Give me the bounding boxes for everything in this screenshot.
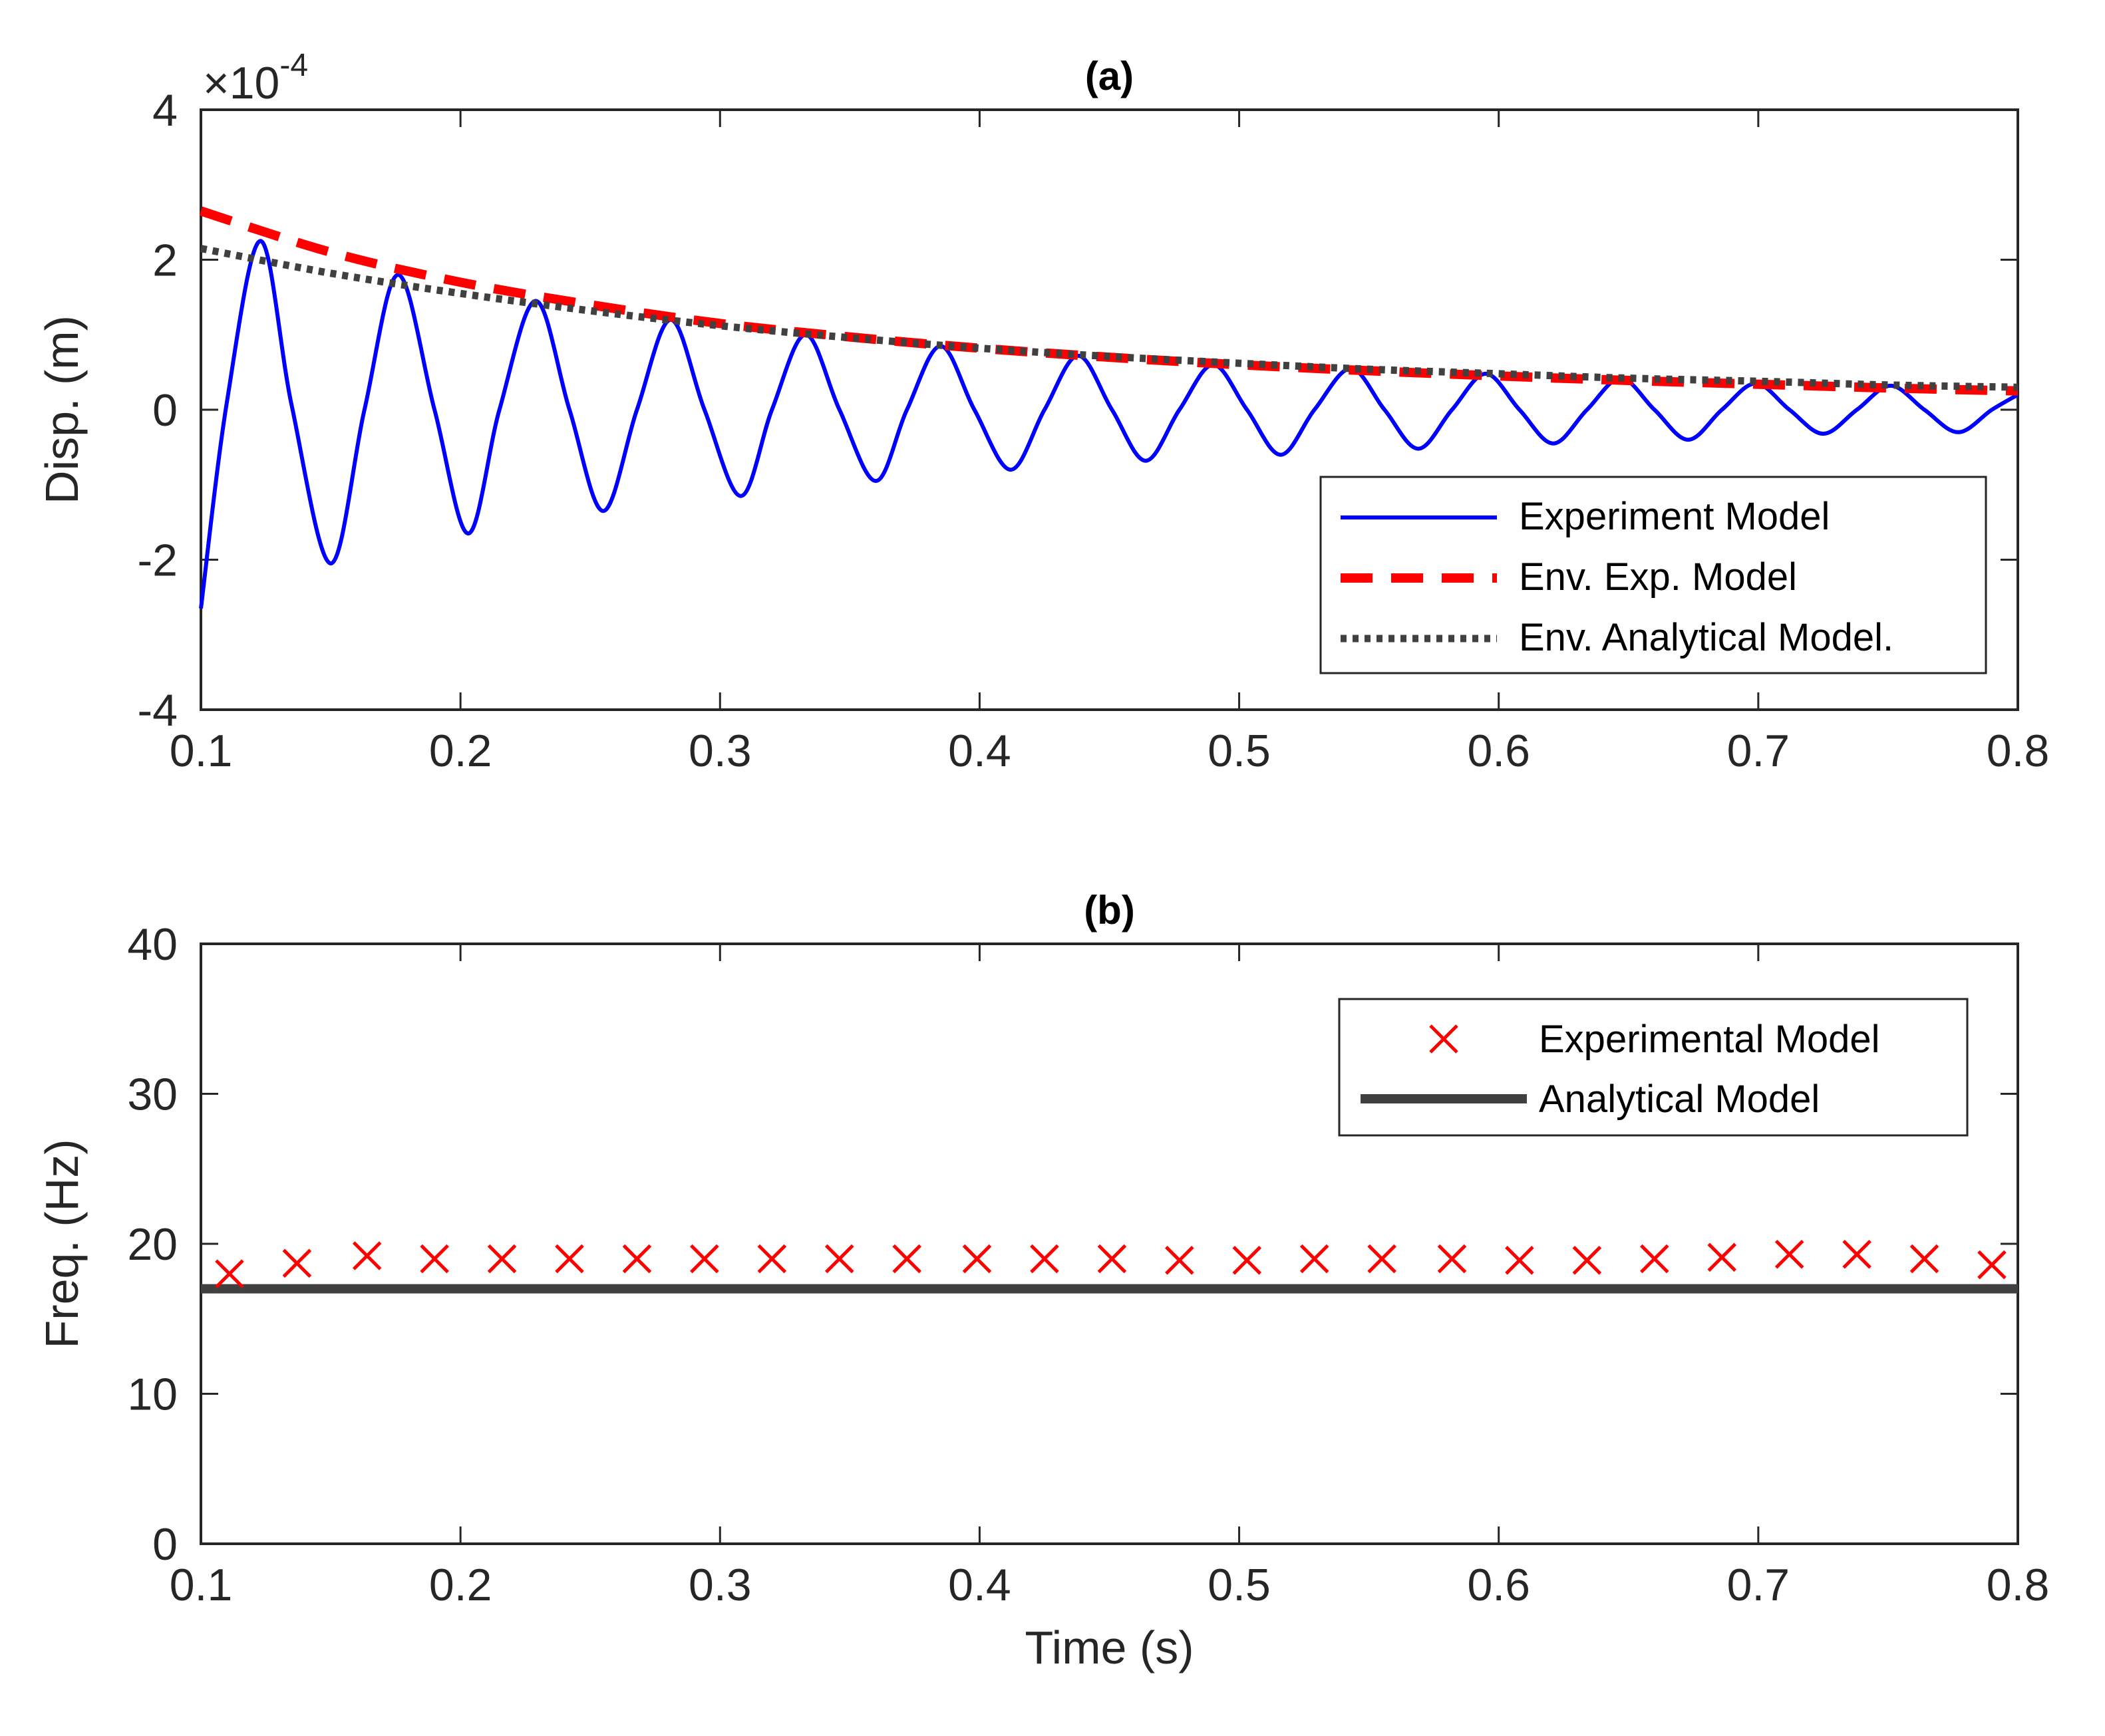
x-tick-label: 0.2 [429,1560,492,1610]
scatter-point-experimental-model [555,1244,584,1274]
scatter-point-experimental-model [1299,1244,1329,1274]
legend-label-env-analytical-model: Env. Analytical Model. [1519,616,1893,659]
panel-b-legend: Experimental Model Analytical Model [1338,998,1969,1137]
x-tick-label: 0.5 [1208,1560,1271,1610]
y-tick-label: 30 [127,1070,178,1120]
y-tick-label: 40 [127,919,178,970]
scatter-point-experimental-model [352,1241,382,1270]
panel-b-x-axis-label: Time (s) [1025,1622,1194,1673]
scatter-point-experimental-model [1977,1250,2007,1280]
series-line-experiment-model [199,239,2019,609]
series-line-env-exp-model [199,206,2019,396]
legend-box [1338,998,1969,1137]
x-tick-label: 0.4 [948,726,1011,776]
scatter-point-experimental-model [824,1244,854,1274]
scatter-point-experimental-model [1030,1244,1059,1274]
scatter-point-experimental-model [962,1244,992,1274]
y-tick-label: 20 [127,1219,178,1270]
x-tick-label: 0.1 [170,1560,233,1610]
panel-a-series [199,206,2019,609]
y-tick-label: 10 [127,1370,178,1420]
x-tick-label: 0.7 [1727,726,1790,776]
scatter-point-experimental-model [215,1259,244,1288]
y-tick-label: 4 [152,85,178,136]
x-tick-label: 0.1 [170,726,233,776]
multiplier-base: 10 [230,58,280,108]
scatter-point-experimental-model [1097,1244,1127,1274]
y-tick-label: 2 [152,235,178,286]
scatter-point-experimental-model [1640,1244,1669,1274]
scatter-point-experimental-model [1437,1244,1467,1274]
x-tick-label: 0.6 [1467,1560,1530,1610]
y-tick-label: 0 [152,385,178,436]
panel-b: (b) Freq. (Hz) Time (s) 0.1 0.2 0.3 0.4 0.5 0… [36,888,2049,1673]
scatter-point-experimental-model [1774,1240,1804,1269]
legend-label-analytical-model: Analytical Model [1539,1078,1820,1121]
scatter-point-experimental-model [1707,1242,1737,1272]
legend-label-experimental-model: Experimental Model [1539,1018,1880,1061]
scatter-point-experimental-model [1842,1240,1871,1269]
legend-box [1319,476,1987,674]
scatter-point-experimental-model [282,1248,312,1278]
y-tick-label: -4 [138,685,178,736]
scatter-point-experimental-model [1909,1244,1939,1274]
x-tick-label: 0.7 [1727,1560,1790,1610]
y-tick-label: -2 [138,535,178,586]
panel-b-series [201,1240,2018,1294]
legend-swatch-experimental-model [1429,1024,1458,1054]
panel-b-y-axis-label: Freq. (Hz) [36,1139,88,1349]
scatter-point-experimental-model [892,1244,921,1274]
x-tick-label: 0.5 [1208,726,1271,776]
legend-marker-x [1429,1024,1458,1054]
legend-label-experiment-model: Experiment Model [1519,495,1830,538]
panel-b-ticks: 0.1 0.2 0.3 0.4 0.5 0.6 0.7 0.8 0 10 20 30 40 [127,919,2049,1610]
scatter-point-experimental-model [1572,1246,1602,1275]
y-tick-label: 0 [152,1519,178,1570]
x-tick-label: 0.8 [1987,1560,2050,1610]
series-line-env-analytical-model [200,245,2019,391]
x-tick-label: 0.3 [689,726,752,776]
panel-a-title: (a) [1085,54,1134,98]
panel-a-legend: Experiment Model Env. Exp. Model Env. An… [1319,476,1987,674]
x-tick-label: 0.8 [1987,726,2050,776]
scatter-point-experimental-model [1232,1246,1262,1275]
scatter-point-experimental-model [1165,1246,1194,1275]
scatter-point-experimental-model [622,1244,652,1274]
scatter-point-experimental-model [690,1244,719,1274]
x-tick-label: 0.2 [429,726,492,776]
scatter-point-experimental-model [1367,1244,1396,1274]
multiplier-exponent: -4 [279,48,308,83]
x-tick-label: 0.4 [948,1560,1011,1610]
panel-a-ticks: 0.1 0.2 0.3 0.4 0.5 0.6 0.7 0.8 -4 -2 0 2 4 [138,85,2050,776]
scatter-point-experimental-model [1505,1246,1534,1275]
x-tick-label: 0.6 [1467,726,1530,776]
panel-a: (a) Disp. (m) ×10-4 0.1 0.2 0.3 0.4 0.5 0.6 0.… [36,48,2049,776]
legend-label-env-exp-model: Env. Exp. Model [1519,555,1797,599]
scatter-point-experimental-model [487,1244,517,1274]
scatter-point-experimental-model [757,1244,787,1274]
multiplier-prefix: × [203,58,230,108]
x-tick-label: 0.3 [689,1560,752,1610]
scatter-point-experimental-model [420,1244,449,1274]
panel-a-y-multiplier: ×10-4 [203,48,308,108]
panel-b-title: (b) [1084,888,1135,933]
panel-a-y-axis-label: Disp. (m) [36,315,88,504]
